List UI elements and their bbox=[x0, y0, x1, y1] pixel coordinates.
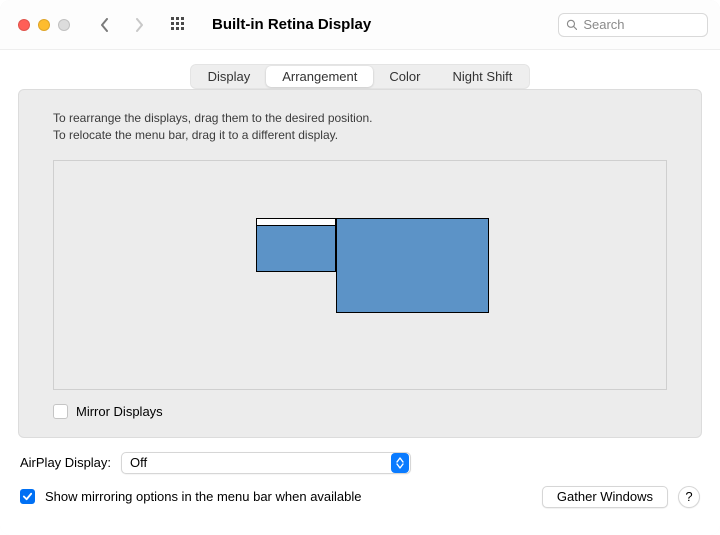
airplay-label: AirPlay Display: bbox=[20, 455, 111, 470]
search-field[interactable] bbox=[558, 13, 708, 37]
tab-display[interactable]: Display bbox=[192, 66, 267, 87]
search-icon bbox=[566, 18, 577, 31]
minimize-window-button[interactable] bbox=[38, 19, 50, 31]
show-all-icon[interactable] bbox=[166, 12, 192, 38]
checkmark-icon bbox=[22, 491, 33, 502]
tab-arrangement[interactable]: Arrangement bbox=[266, 66, 373, 87]
menu-bar-handle[interactable] bbox=[257, 219, 335, 226]
tab-color[interactable]: Color bbox=[373, 66, 436, 87]
gather-windows-button[interactable]: Gather Windows bbox=[542, 486, 668, 508]
show-mirroring-checkbox[interactable] bbox=[20, 489, 35, 504]
tab-bar: DisplayArrangementColorNight Shift bbox=[190, 64, 531, 89]
search-input[interactable] bbox=[583, 17, 700, 32]
zoom-window-button[interactable] bbox=[58, 19, 70, 31]
back-button[interactable] bbox=[92, 12, 118, 38]
forward-button[interactable] bbox=[126, 12, 152, 38]
display-secondary[interactable] bbox=[336, 218, 489, 314]
content: DisplayArrangementColorNight Shift To re… bbox=[0, 50, 720, 535]
close-window-button[interactable] bbox=[18, 19, 30, 31]
preferences-window: Built-in Retina Display DisplayArrangeme… bbox=[0, 0, 720, 535]
instructions: To rearrange the displays, drag them to … bbox=[39, 104, 681, 144]
help-button[interactable]: ? bbox=[678, 486, 700, 508]
show-mirroring-label: Show mirroring options in the menu bar w… bbox=[45, 489, 362, 504]
select-stepper-icon bbox=[391, 453, 409, 473]
instruction-line-2: To relocate the menu bar, drag it to a d… bbox=[53, 127, 667, 144]
display-primary[interactable] bbox=[256, 218, 336, 273]
titlebar: Built-in Retina Display bbox=[0, 0, 720, 50]
display-arrangement-canvas[interactable] bbox=[53, 160, 667, 390]
airplay-value: Off bbox=[130, 455, 147, 470]
mirror-displays-checkbox[interactable] bbox=[53, 404, 68, 419]
arrangement-panel: To rearrange the displays, drag them to … bbox=[18, 89, 702, 438]
mirror-displays-label: Mirror Displays bbox=[76, 404, 163, 419]
instruction-line-1: To rearrange the displays, drag them to … bbox=[53, 110, 667, 127]
window-title: Built-in Retina Display bbox=[212, 16, 371, 33]
traffic-lights bbox=[18, 19, 70, 31]
tab-night-shift[interactable]: Night Shift bbox=[436, 66, 528, 87]
airplay-select[interactable]: Off bbox=[121, 452, 411, 474]
bottom-controls: AirPlay Display: Off Show mirroring opti… bbox=[0, 438, 720, 524]
